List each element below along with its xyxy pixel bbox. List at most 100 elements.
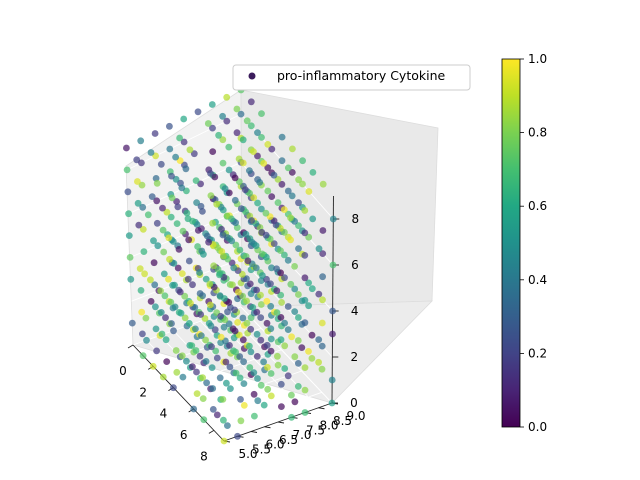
data-point	[301, 274, 309, 282]
data-point	[301, 364, 309, 371]
data-point	[240, 358, 248, 366]
data-point	[299, 157, 306, 165]
data-point	[235, 155, 243, 163]
data-point	[150, 237, 157, 245]
data-point	[209, 219, 217, 227]
data-point	[220, 252, 227, 260]
colorbar-tick-label: 0.4	[528, 273, 547, 287]
data-point	[278, 180, 286, 188]
data-point	[125, 232, 133, 240]
data-point	[174, 203, 182, 211]
z-tick-label: 6	[351, 258, 359, 272]
data-point	[295, 176, 302, 184]
data-point	[235, 288, 242, 296]
data-point	[295, 222, 302, 230]
data-point	[139, 352, 147, 360]
data-point	[172, 153, 180, 161]
data-point	[147, 149, 155, 156]
data-point	[140, 248, 148, 256]
data-point	[239, 336, 247, 344]
data-point	[260, 401, 268, 409]
data-point	[186, 146, 194, 154]
data-point	[183, 209, 191, 217]
data-point	[253, 330, 261, 338]
data-point	[134, 199, 142, 207]
data-point	[295, 291, 302, 298]
data-point	[294, 337, 302, 344]
data-point	[141, 270, 149, 278]
scatter-points	[123, 86, 337, 445]
data-point	[188, 342, 196, 349]
data-point	[234, 319, 242, 326]
data-point	[202, 336, 210, 344]
data-point	[205, 238, 213, 246]
y-tick-label: 5.0	[238, 447, 257, 461]
data-point	[288, 169, 296, 176]
y-tick-label: 8.5	[333, 414, 352, 428]
data-point	[217, 333, 225, 341]
data-point	[277, 291, 285, 299]
data-point	[157, 287, 165, 295]
data-point	[273, 265, 280, 273]
data-point	[309, 169, 317, 176]
data-point	[319, 180, 327, 188]
data-point	[123, 166, 131, 174]
data-point	[152, 325, 160, 333]
data-point	[241, 186, 249, 194]
data-point	[138, 308, 146, 316]
data-point	[179, 373, 187, 381]
colorbar-tick-label: 1.0	[528, 52, 547, 66]
data-point	[166, 145, 174, 153]
data-point	[264, 187, 272, 195]
data-point	[224, 422, 231, 429]
data-point	[219, 112, 227, 120]
data-point	[246, 167, 253, 175]
colorbar-tick-label: 0.2	[528, 346, 547, 360]
data-point	[159, 373, 167, 381]
z-tick-label: 8	[351, 212, 359, 226]
data-point	[257, 291, 264, 299]
data-point	[159, 204, 166, 212]
data-point	[223, 93, 231, 101]
data-point	[173, 220, 181, 228]
data-point	[190, 405, 198, 413]
x-axis-line	[132, 344, 225, 442]
data-point	[237, 396, 244, 403]
data-point	[139, 226, 147, 233]
data-point	[301, 229, 309, 237]
data-point	[243, 117, 251, 125]
data-point	[194, 108, 202, 116]
data-point	[170, 259, 178, 267]
data-point	[154, 242, 162, 250]
data-point	[173, 368, 181, 376]
x-tick-label: 4	[160, 407, 168, 421]
data-point	[247, 325, 255, 333]
data-point	[207, 170, 214, 177]
x-tick-label: 8	[200, 449, 208, 463]
data-point	[231, 306, 239, 314]
data-point	[281, 365, 289, 372]
data-point	[254, 199, 261, 207]
data-point	[151, 281, 159, 289]
data-point	[149, 362, 157, 370]
data-point	[206, 280, 214, 288]
data-point	[264, 363, 271, 371]
data-point	[185, 320, 193, 327]
data-point	[308, 331, 316, 339]
data-point	[280, 206, 288, 214]
data-point	[193, 368, 200, 376]
data-point	[309, 215, 317, 223]
data-point	[244, 257, 252, 265]
colorbar-tick-label: 0.8	[528, 126, 547, 140]
data-point	[281, 319, 288, 327]
data-point	[237, 417, 245, 425]
data-point	[277, 314, 285, 321]
data-point	[236, 246, 244, 254]
data-point	[267, 325, 275, 333]
data-point	[219, 396, 227, 403]
data-point	[239, 159, 247, 167]
data-point	[203, 379, 211, 387]
data-point	[246, 280, 254, 288]
data-point	[165, 275, 172, 283]
data-point	[192, 347, 200, 354]
